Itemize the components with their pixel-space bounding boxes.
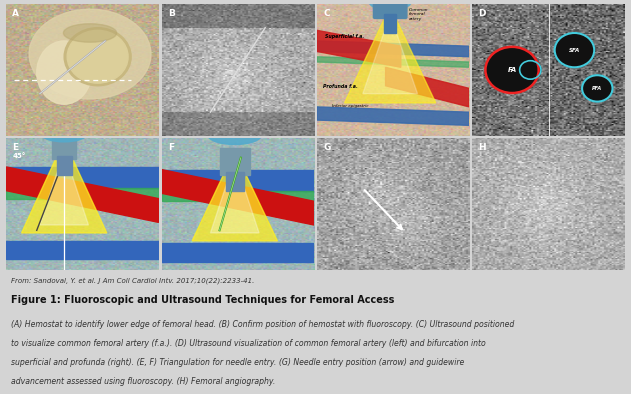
Text: superficial and profunda (right). (E, F) Triangulation for needle entry. (G) Nee: superficial and profunda (right). (E, F)… bbox=[11, 358, 464, 367]
Ellipse shape bbox=[29, 9, 151, 99]
Polygon shape bbox=[6, 241, 158, 259]
FancyBboxPatch shape bbox=[374, 3, 407, 19]
Text: G: G bbox=[323, 143, 331, 152]
Bar bbox=[220, 149, 250, 175]
Polygon shape bbox=[386, 67, 469, 107]
Text: C: C bbox=[323, 9, 330, 18]
Ellipse shape bbox=[41, 126, 87, 142]
Polygon shape bbox=[317, 30, 401, 67]
Ellipse shape bbox=[37, 41, 91, 104]
Polygon shape bbox=[317, 57, 469, 67]
Text: PFA: PFA bbox=[593, 86, 603, 91]
Text: 45°: 45° bbox=[13, 153, 26, 159]
Text: Superficial f.a.: Superficial f.a. bbox=[325, 34, 364, 39]
Polygon shape bbox=[6, 167, 83, 206]
Text: Figure 1: Fluoroscopic and Ultrasound Techniques for Femoral Access: Figure 1: Fluoroscopic and Ultrasound Te… bbox=[11, 295, 395, 305]
Text: B: B bbox=[168, 9, 175, 18]
Polygon shape bbox=[317, 41, 469, 57]
Ellipse shape bbox=[63, 24, 117, 42]
Polygon shape bbox=[210, 159, 259, 233]
Polygon shape bbox=[238, 186, 314, 225]
Text: F: F bbox=[168, 143, 174, 152]
Circle shape bbox=[520, 61, 541, 79]
Polygon shape bbox=[83, 183, 158, 222]
Polygon shape bbox=[345, 7, 436, 103]
Text: From: Sandoval, Y. et al. J Am Coll Cardiol Intv. 2017;10(22):2233-41.: From: Sandoval, Y. et al. J Am Coll Card… bbox=[11, 277, 255, 284]
Text: (A) Hemostat to identify lower edge of femoral head. (B) Confirm position of hem: (A) Hemostat to identify lower edge of f… bbox=[11, 320, 515, 329]
Polygon shape bbox=[162, 191, 314, 201]
Polygon shape bbox=[363, 15, 418, 94]
Text: Profunda f.a.: Profunda f.a. bbox=[323, 84, 358, 89]
Ellipse shape bbox=[369, 0, 411, 11]
Text: D: D bbox=[478, 9, 486, 18]
Text: SFA: SFA bbox=[569, 48, 580, 53]
Polygon shape bbox=[162, 169, 238, 209]
Polygon shape bbox=[6, 188, 158, 199]
Ellipse shape bbox=[208, 126, 261, 145]
Polygon shape bbox=[192, 151, 278, 241]
Bar bbox=[57, 156, 72, 175]
Text: H: H bbox=[478, 143, 486, 152]
Bar bbox=[52, 138, 76, 159]
Text: A: A bbox=[13, 9, 20, 18]
Text: Common
femoral
artery: Common femoral artery bbox=[408, 7, 428, 21]
Text: advancement assessed using fluoroscopy. (H) Femoral angiography.: advancement assessed using fluoroscopy. … bbox=[11, 377, 276, 386]
Circle shape bbox=[67, 30, 128, 83]
Bar bbox=[384, 15, 396, 33]
Text: FA: FA bbox=[507, 67, 517, 73]
Circle shape bbox=[64, 28, 131, 86]
Text: to visualize common femoral artery (f.a.). (D) Ultrasound visualization of commo: to visualize common femoral artery (f.a.… bbox=[11, 339, 486, 348]
Text: Inferior epigastric: Inferior epigastric bbox=[333, 104, 369, 108]
Polygon shape bbox=[6, 167, 158, 188]
Bar bbox=[226, 172, 244, 191]
Polygon shape bbox=[162, 243, 314, 262]
Circle shape bbox=[485, 47, 539, 93]
Polygon shape bbox=[40, 151, 88, 225]
Circle shape bbox=[555, 33, 594, 67]
Polygon shape bbox=[317, 107, 469, 125]
Text: E: E bbox=[13, 143, 18, 152]
Circle shape bbox=[582, 75, 613, 102]
Polygon shape bbox=[162, 169, 314, 191]
Polygon shape bbox=[21, 141, 107, 233]
